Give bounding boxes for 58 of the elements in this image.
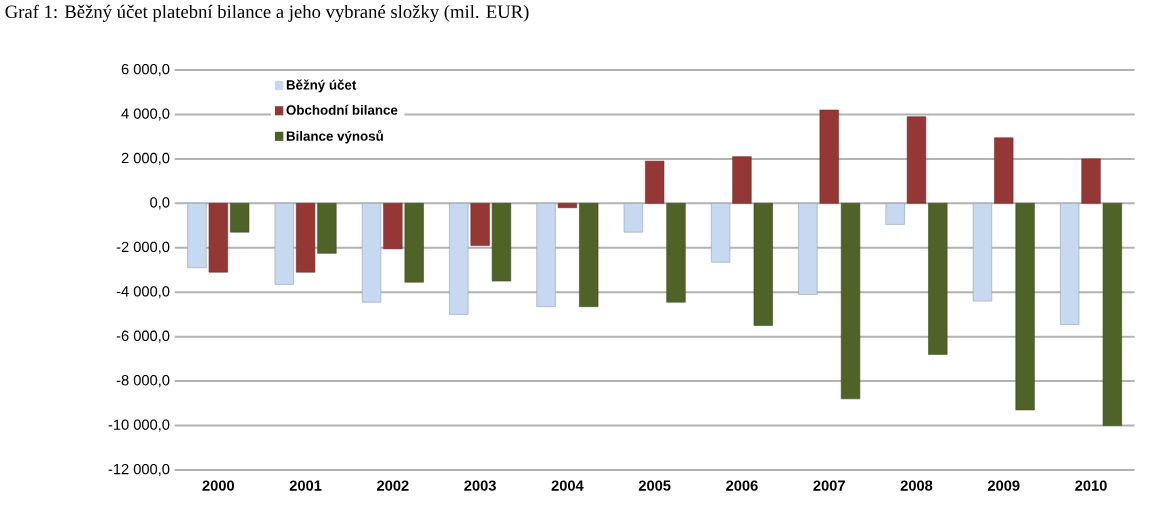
bar (972, 203, 993, 302)
y-tick-label: -6 000,0 (116, 330, 170, 343)
chart-title: Graf 1: Běžný účet platební bilance a jeho vybrané složky (mil. EUR) (5, 4, 529, 22)
bar (383, 203, 403, 250)
legend-label: Obchodní bilance (286, 104, 398, 115)
bar (470, 203, 490, 246)
bar (187, 203, 207, 269)
y-tick-label: -2 000,0 (116, 241, 170, 254)
y-tick-label: 6 000,0 (121, 63, 170, 77)
bar (798, 203, 818, 295)
bar (404, 203, 424, 283)
bar (361, 203, 382, 303)
y-tick-label: 0,0 (150, 197, 170, 210)
x-tick-label: 2007 (813, 480, 845, 491)
bar (666, 203, 686, 303)
bar (1060, 203, 1080, 325)
bar (885, 203, 905, 225)
bar (732, 156, 752, 204)
bar (579, 203, 599, 307)
bar (317, 203, 337, 254)
bar (819, 109, 839, 204)
x-tick-label: 2000 (202, 480, 235, 491)
bar (208, 203, 228, 273)
x-tick-label: 2009 (987, 480, 1020, 491)
x-tick-label: 2005 (638, 480, 671, 491)
bar (274, 203, 294, 285)
bar (1015, 203, 1035, 411)
bar (840, 203, 861, 400)
x-tick-label: 2003 (464, 480, 496, 491)
bar (711, 203, 731, 263)
bar (906, 116, 927, 204)
x-tick-label: 2008 (900, 480, 933, 491)
y-tick-label: -10 000,0 (108, 419, 170, 432)
y-tick-label: 2 000,0 (121, 152, 170, 165)
bar (753, 203, 773, 326)
x-tick-label: 2001 (289, 480, 322, 491)
x-tick-label: 2002 (377, 480, 409, 491)
bar (536, 203, 556, 307)
y-tick-label: -8 000,0 (116, 375, 170, 388)
bar (230, 203, 250, 233)
bar (491, 203, 512, 282)
x-tick-label: 2006 (726, 480, 758, 491)
bar (295, 203, 316, 273)
legend-label: Bilance výnosů (286, 129, 383, 144)
y-tick-label: -4 000,0 (116, 286, 170, 299)
bar (994, 137, 1014, 204)
bar (557, 203, 577, 209)
y-tick-label: -12 000,0 (108, 463, 170, 477)
bar (449, 203, 469, 315)
bar (623, 203, 643, 233)
bar (645, 160, 665, 204)
bar (1081, 158, 1101, 204)
x-tick-label: 2010 (1075, 480, 1107, 491)
bar (1102, 203, 1122, 426)
x-tick-label: 2004 (551, 480, 584, 491)
bar (928, 203, 948, 355)
y-tick-label: 4 000,0 (121, 108, 170, 121)
legend-label: Běžný účet (286, 79, 357, 93)
